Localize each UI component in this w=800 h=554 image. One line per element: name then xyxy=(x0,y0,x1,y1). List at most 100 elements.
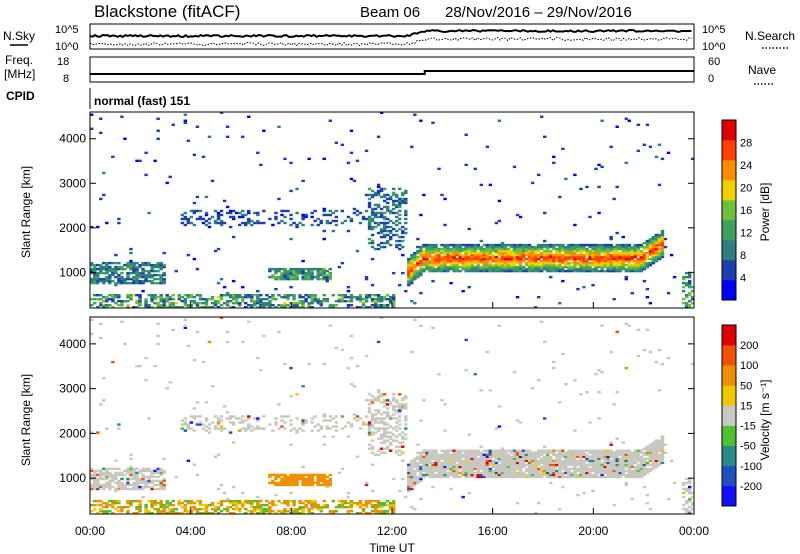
velocity-cell xyxy=(241,427,245,430)
power-cell xyxy=(464,265,468,269)
power-cell xyxy=(527,251,532,255)
velocity-cell xyxy=(576,459,580,463)
power-cell xyxy=(485,253,490,257)
velocity-cell xyxy=(654,445,659,448)
velocity-cell xyxy=(552,463,556,467)
power-cell xyxy=(543,211,547,215)
velocity-cell xyxy=(407,483,411,487)
power-cell xyxy=(253,303,257,307)
velocity-cell xyxy=(621,455,625,458)
velocity-cell xyxy=(370,503,375,507)
velocity-cell xyxy=(126,483,130,487)
velocity-cell xyxy=(102,477,106,481)
velocity-cell xyxy=(328,481,332,485)
velocity-cell xyxy=(630,461,634,465)
power-cell xyxy=(452,263,456,267)
velocity-cell xyxy=(651,443,656,446)
velocity-cell xyxy=(503,463,508,467)
velocity-cell xyxy=(192,507,197,511)
velocity-cell xyxy=(379,421,384,424)
velocity-cell xyxy=(304,479,308,483)
power-cell xyxy=(681,281,686,285)
power-cell xyxy=(561,245,565,249)
power-cell xyxy=(395,229,399,233)
power-cell xyxy=(651,255,656,259)
velocity-cell xyxy=(286,477,290,481)
velocity-cell xyxy=(376,453,381,456)
power-cell xyxy=(268,301,272,305)
power-cell xyxy=(316,223,320,227)
velocity-cell xyxy=(102,487,106,491)
power-cell xyxy=(579,251,583,255)
velocity-cell xyxy=(473,473,477,477)
power-cell xyxy=(392,227,396,231)
power-cell xyxy=(609,263,613,267)
power-cell xyxy=(512,245,517,249)
power-cell xyxy=(379,245,384,249)
power-cell xyxy=(382,303,387,307)
noise-sky-line xyxy=(89,29,692,39)
velocity-cell xyxy=(310,505,314,509)
power-cell xyxy=(585,253,589,257)
velocity-cell xyxy=(180,505,185,509)
velocity-cell xyxy=(114,501,118,505)
velocity-cell xyxy=(407,487,411,491)
velocity-cell xyxy=(464,455,468,458)
velocity-cell xyxy=(207,340,212,344)
velocity-cell xyxy=(521,457,526,461)
velocity-cell xyxy=(636,469,641,473)
power-cell xyxy=(310,273,314,277)
velocity-cell xyxy=(455,451,459,454)
velocity-cell xyxy=(277,427,281,430)
velocity-cell xyxy=(385,403,390,406)
power-cell xyxy=(503,263,508,267)
velocity-cell xyxy=(561,467,565,471)
power-cell xyxy=(615,257,619,261)
velocity-cell xyxy=(546,461,550,465)
velocity-cell xyxy=(497,459,502,463)
velocity-cell xyxy=(681,495,686,499)
power-cell xyxy=(639,255,644,259)
power-cell xyxy=(99,293,103,297)
velocity-cell xyxy=(536,455,541,458)
velocity-cell xyxy=(527,453,532,456)
power-cell xyxy=(570,265,574,269)
velocity-cell xyxy=(289,419,293,422)
power-cell xyxy=(310,275,314,279)
power-cell xyxy=(573,253,577,257)
velocity-cell xyxy=(636,463,641,467)
velocity-cell xyxy=(452,465,456,469)
power-cell xyxy=(253,221,257,225)
power-cell xyxy=(367,223,372,227)
power-cell xyxy=(413,267,417,271)
velocity-cell xyxy=(201,360,206,364)
velocity-cell xyxy=(458,463,462,467)
power-cell xyxy=(645,263,650,267)
power-cell xyxy=(621,235,625,239)
power-cell xyxy=(530,267,535,271)
velocity-cell xyxy=(108,483,112,487)
power-cell xyxy=(138,301,142,305)
velocity-cell xyxy=(657,459,662,463)
power-cell xyxy=(416,275,420,279)
velocity-cell xyxy=(491,469,496,473)
power-cell xyxy=(183,119,188,122)
velocity-cell xyxy=(461,469,465,473)
power-cell xyxy=(579,255,583,259)
velocity-cell xyxy=(603,469,607,473)
velocity-cell xyxy=(645,328,650,332)
power-cell xyxy=(633,247,638,251)
power-cell xyxy=(111,261,115,265)
power-cell xyxy=(207,135,212,139)
power-cell xyxy=(473,261,477,265)
velocity-cell xyxy=(346,491,351,495)
power-cell xyxy=(382,241,387,245)
power-cell xyxy=(585,243,589,247)
power-cell xyxy=(582,243,586,247)
velocity-cell xyxy=(153,487,157,491)
velocity-cell xyxy=(385,499,390,503)
velocity-cell xyxy=(289,366,293,370)
power-cell xyxy=(150,281,154,285)
power-cell xyxy=(129,267,133,271)
power-cell xyxy=(503,243,508,247)
